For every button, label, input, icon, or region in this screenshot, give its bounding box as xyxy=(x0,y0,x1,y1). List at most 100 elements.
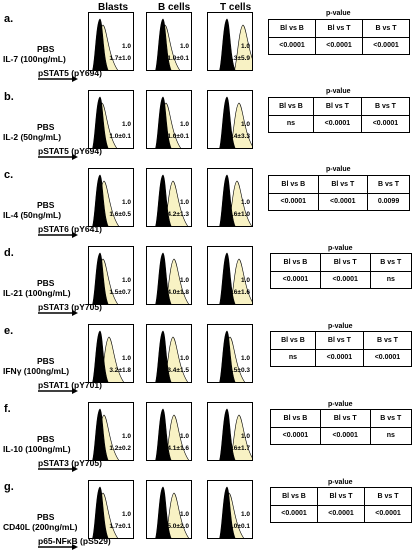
pbs-label: PBS xyxy=(37,356,55,366)
stim-mfi-value: 1.0±0.1 xyxy=(167,55,189,62)
pbs-mfi-value: 1.0 xyxy=(240,121,250,128)
comparison-header: Bl vs B xyxy=(270,487,318,506)
pbs-label: PBS xyxy=(37,278,55,288)
stim-mfi-value: 5.4±3.3 xyxy=(228,133,250,140)
comparison-header: B vs T xyxy=(369,253,413,272)
histogram-blasts: 1.0 1.0±0.1 xyxy=(88,90,134,149)
stim-mfi-value: 14.3±5.9 xyxy=(224,55,250,62)
condition-label: IL-2 (50ng/mL) xyxy=(3,132,62,142)
comparison-header: Bl vs B xyxy=(268,175,319,194)
stim-mfi-value: 3.4±1.5 xyxy=(167,367,189,374)
comparison-header: Bl vs B xyxy=(270,253,321,272)
stim-mfi-value: 4.2±1.3 xyxy=(167,211,189,218)
stim-mfi-value: 1.2±0.2 xyxy=(109,445,131,452)
pbs-mfi-value: 1.0 xyxy=(240,277,250,284)
marker-label: pSTAT6 (pY641) xyxy=(38,224,102,234)
pvalue-cell: ns xyxy=(369,270,413,289)
histogram-blasts: 1.0 1.6±0.5 xyxy=(88,168,134,227)
axis-arrow-icon xyxy=(38,154,78,160)
pvalue-table: Bl vs B Bl vs T B vs T <0.0001 <0.0001 <… xyxy=(270,487,412,523)
panel-letter: e. xyxy=(4,325,14,337)
stim-mfi-value: 1.6±0.5 xyxy=(109,211,131,218)
pbs-mfi-value: 1.0 xyxy=(179,511,189,518)
pvalue-cell: <0.0001 xyxy=(362,348,413,367)
marker-label: pSTAT5 (pY694) xyxy=(38,68,102,78)
stim-mfi-value: 3.2±1.8 xyxy=(109,367,131,374)
axis-arrow-icon xyxy=(38,76,78,82)
stim-mfi-value: 4.6±1.7 xyxy=(228,445,250,452)
stim-mfi-value: 4.6±1.6 xyxy=(228,289,250,296)
comparison-header: Bl vs T xyxy=(317,487,365,506)
pvalue-title: p-value xyxy=(328,323,353,330)
pbs-label: PBS xyxy=(37,122,55,132)
pvalue-cell: <0.0001 xyxy=(268,36,316,55)
stim-mfi-value: 1.0±0.1 xyxy=(228,523,250,530)
panel-row: b. PBS IL-2 (50ng/mL) pSTAT5 (pY694) 1.0… xyxy=(0,88,416,160)
comparison-header: B vs T xyxy=(367,175,410,194)
histogram-t-cells: 1.0 1.5±0.3 xyxy=(207,324,253,383)
pbs-mfi-value: 1.0 xyxy=(121,277,131,284)
stim-mfi-value: 1.5±0.7 xyxy=(109,289,131,296)
marker-label: pSTAT3 (pY705) xyxy=(38,458,102,468)
stim-mfi-value: 3.6±1.0 xyxy=(228,211,250,218)
histogram-blasts: 1.0 1.2±0.2 xyxy=(88,402,134,461)
histogram-b-cells: 1.0 1.0±0.1 xyxy=(146,90,192,149)
comparison-header: B vs T xyxy=(364,487,412,506)
pvalue-cell: <0.0001 xyxy=(314,348,364,367)
comparison-header: Bl vs T xyxy=(314,331,364,350)
histogram-blasts: 1.0 1.5±0.7 xyxy=(88,246,134,305)
histogram-t-cells: 1.0 14.3±5.9 xyxy=(207,12,253,71)
comparison-header: Bl vs B xyxy=(268,19,316,38)
marker-label: pSTAT3 (pY705) xyxy=(38,302,102,312)
pvalue-cell: <0.0001 xyxy=(360,114,411,133)
header-blasts: Blasts xyxy=(98,2,129,13)
pbs-mfi-value: 1.0 xyxy=(240,355,250,362)
marker-label: pSTAT5 (pY694) xyxy=(38,146,102,156)
pvalue-cell: <0.0001 xyxy=(268,192,319,211)
histogram-b-cells: 1.0 4.1±1.6 xyxy=(146,402,192,461)
histogram-t-cells: 1.0 5.4±3.3 xyxy=(207,90,253,149)
histogram-b-cells: 1.0 4.2±1.3 xyxy=(146,168,192,227)
pbs-mfi-value: 1.0 xyxy=(240,433,250,440)
condition-label: IL-10 (100ng/mL) xyxy=(3,444,71,454)
pbs-mfi-value: 1.0 xyxy=(240,43,250,50)
comparison-header: B vs T xyxy=(362,331,413,350)
pvalue-table: Bl vs B Bl vs T B vs T <0.0001 <0.0001 n… xyxy=(270,409,413,445)
panel-letter: a. xyxy=(4,13,14,25)
histogram-blasts: 1.0 3.2±1.8 xyxy=(88,324,134,383)
pvalue-cell: 0.0099 xyxy=(367,192,410,211)
axis-arrow-icon xyxy=(38,310,78,316)
pvalue-cell: <0.0001 xyxy=(315,36,363,55)
stim-mfi-value: 1.7±1.0 xyxy=(109,55,131,62)
pbs-mfi-value: 1.0 xyxy=(121,511,131,518)
panel-letter: f. xyxy=(4,403,11,415)
pbs-mfi-value: 1.0 xyxy=(121,199,131,206)
stim-mfi-value: 1.0±0.1 xyxy=(109,133,131,140)
stim-mfi-value: 1.7±0.1 xyxy=(109,523,131,530)
stim-mfi-value: 4.0±1.8 xyxy=(167,289,189,296)
comparison-header: Bl vs B xyxy=(270,409,321,428)
comparison-header: Bl vs T xyxy=(319,409,371,428)
histogram-b-cells: 1.0 4.0±1.8 xyxy=(146,246,192,305)
comparison-header: B vs T xyxy=(369,409,413,428)
histogram-blasts: 1.0 1.7±1.0 xyxy=(88,12,134,71)
pbs-mfi-value: 1.0 xyxy=(121,121,131,128)
axis-arrow-icon xyxy=(38,466,78,472)
pvalue-table: Bl vs B Bl vs T B vs T <0.0001 <0.0001 n… xyxy=(270,253,413,289)
pbs-mfi-value: 1.0 xyxy=(179,433,189,440)
comparison-header: Bl vs B xyxy=(270,331,316,350)
axis-arrow-icon xyxy=(38,388,78,394)
comparison-header: Bl vs T xyxy=(319,253,371,272)
histogram-b-cells: 1.0 5.0±2.0 xyxy=(146,480,192,539)
pvalue-cell: <0.0001 xyxy=(362,36,410,55)
pbs-mfi-value: 1.0 xyxy=(121,433,131,440)
panel-letter: g. xyxy=(4,481,14,493)
pvalue-cell: <0.0001 xyxy=(364,504,412,523)
pvalue-table: Bl vs B Bl vs T B vs T <0.0001 <0.0001 0… xyxy=(268,175,410,211)
histogram-b-cells: 1.0 1.0±0.1 xyxy=(146,12,192,71)
histogram-t-cells: 1.0 4.6±1.7 xyxy=(207,402,253,461)
header-t-cells: T cells xyxy=(220,2,252,13)
pbs-mfi-value: 1.0 xyxy=(240,199,250,206)
pbs-mfi-value: 1.0 xyxy=(240,511,250,518)
pbs-mfi-value: 1.0 xyxy=(179,43,189,50)
